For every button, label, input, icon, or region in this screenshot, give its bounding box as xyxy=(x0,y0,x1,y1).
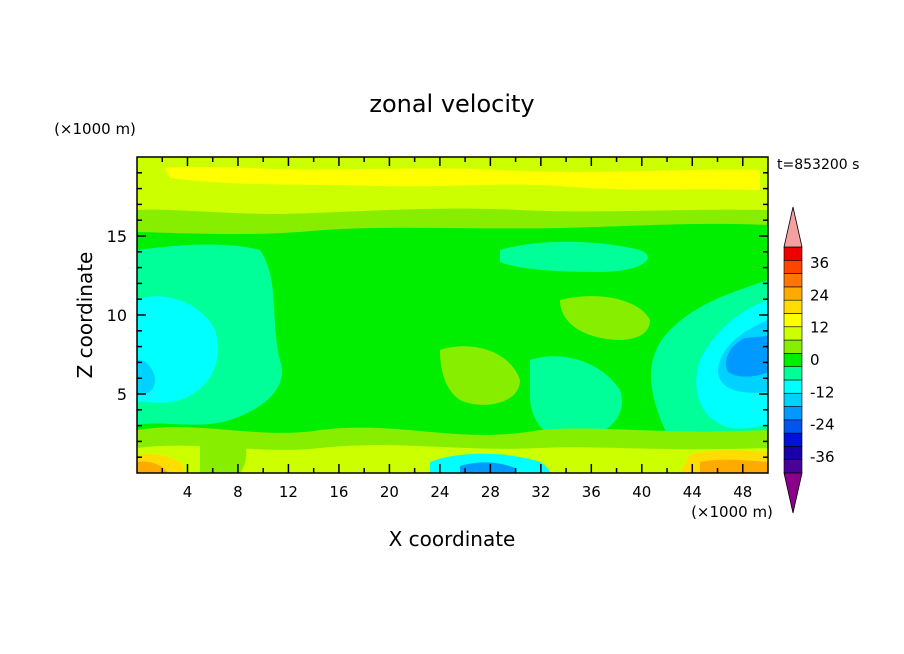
colorbar-swatch xyxy=(783,379,803,394)
colorbar-label: -24 xyxy=(810,416,835,434)
left-cyan-region xyxy=(137,296,219,403)
bottom-green-spike xyxy=(200,430,247,473)
colorbar-swatch xyxy=(783,246,803,261)
colorbar-swatch xyxy=(783,286,803,301)
bottom-left-orange-patch xyxy=(137,461,168,473)
y-axis-label: Z coordinate xyxy=(73,252,97,379)
bottom-blue-patch xyxy=(460,462,515,473)
x-tick-label: 48 xyxy=(733,483,752,501)
colorbar-label: 36 xyxy=(810,254,829,272)
colorbar-swatch xyxy=(783,313,803,328)
colorbar-swatch xyxy=(783,326,803,341)
colorbar-label: -12 xyxy=(810,383,835,401)
x-tick-label: 12 xyxy=(279,483,298,501)
colorbar-swatch xyxy=(783,406,803,421)
colorbar-under-triangle xyxy=(783,472,803,514)
x-tick-label: 44 xyxy=(683,483,702,501)
time-label: t=853200 s xyxy=(777,157,859,173)
colorbar-swatch xyxy=(783,339,803,354)
right-blue-patch xyxy=(725,336,768,377)
x-tick-label: 24 xyxy=(430,483,449,501)
y-tick-label: 5 xyxy=(117,385,127,404)
y-tick-label: 15 xyxy=(107,227,127,246)
colorbar-swatch xyxy=(783,259,803,274)
colorbar-swatch xyxy=(783,446,803,461)
x-axis-ticks: 4 8 12 16 20 24 28 32 36 40 44 48 xyxy=(161,157,752,501)
colorbar-over-triangle xyxy=(783,206,803,248)
x-tick-label: 28 xyxy=(481,483,500,501)
center-lightgreen-patch xyxy=(440,346,520,405)
x-tick-label: 36 xyxy=(582,483,601,501)
top-edge-band xyxy=(137,157,768,172)
colorbar-swatch xyxy=(783,419,803,434)
colorbar-swatch xyxy=(783,299,803,314)
x-axis-label: X coordinate xyxy=(389,527,516,551)
colorbar-label: 0 xyxy=(810,351,820,369)
colorbar-swatch xyxy=(783,459,803,474)
left-blue-patch xyxy=(137,359,155,395)
x-unit-label: (×1000 m) xyxy=(691,503,773,521)
colorbar-label: 12 xyxy=(810,319,829,337)
mid-mint-patch-1 xyxy=(500,241,648,272)
colorbar: 36 24 12 0 -12 -24 -36 xyxy=(783,206,835,514)
colorbar-swatch xyxy=(783,432,803,447)
colorbar-swatch xyxy=(783,273,803,288)
bottom-right-orange-patch xyxy=(700,459,768,473)
x-tick-label: 40 xyxy=(632,483,651,501)
x-tick-label: 8 xyxy=(233,483,243,501)
x-tick-label: 20 xyxy=(380,483,399,501)
colorbar-swatch xyxy=(783,366,803,381)
x-tick-label: 16 xyxy=(329,483,348,501)
contour-field xyxy=(137,157,768,473)
colorbar-swatch xyxy=(783,353,803,367)
x-tick-label: 32 xyxy=(531,483,550,501)
chart-title: zonal velocity xyxy=(369,90,534,118)
colorbar-label: -36 xyxy=(810,448,835,466)
y-unit-label: (×1000 m) xyxy=(54,120,136,138)
mid-lightgreen-patch xyxy=(560,296,650,340)
y-axis-ticks: 5 10 15 xyxy=(107,172,768,458)
x-tick-label: 4 xyxy=(183,483,193,501)
colorbar-label: 24 xyxy=(810,286,829,304)
y-tick-label: 10 xyxy=(107,306,127,325)
center-mint-patch xyxy=(530,356,622,440)
colorbar-swatch xyxy=(783,392,803,407)
